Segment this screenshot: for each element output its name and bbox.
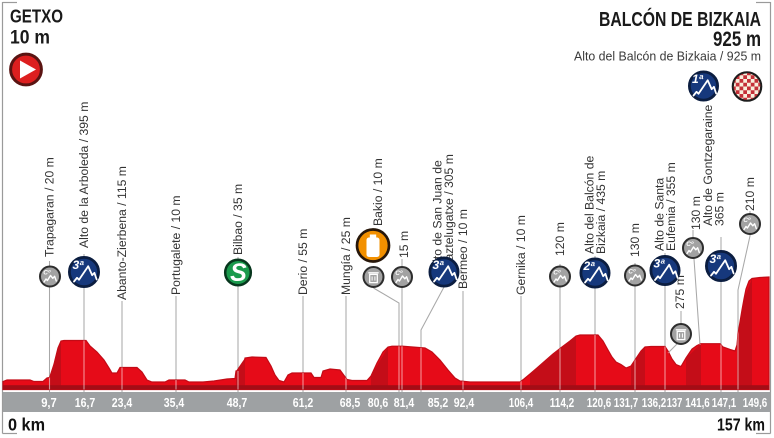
svg-text:120,6: 120,6 [587, 395, 612, 410]
svg-text:35,4: 35,4 [164, 395, 185, 410]
svg-text:Cº: Cº [553, 269, 561, 276]
svg-text:275 m: 275 m [673, 275, 687, 309]
svg-text:S: S [230, 259, 247, 287]
svg-text:3ª: 3ª [653, 257, 665, 271]
svg-text:Cº: Cº [395, 270, 403, 277]
svg-text:81,4: 81,4 [394, 395, 415, 410]
svg-text:Alto de la Arboleda / 395 m: Alto de la Arboleda / 395 m [77, 102, 91, 248]
svg-text:Alto de Gontzegaraine: Alto de Gontzegaraine [701, 104, 715, 226]
svg-text:3ª: 3ª [709, 252, 721, 266]
svg-text:Portugalete / 10 m: Portugalete / 10 m [169, 195, 183, 295]
svg-text:48,7: 48,7 [227, 395, 247, 410]
svg-text:Abanto-Zierbena / 115 m: Abanto-Zierbena / 115 m [115, 166, 129, 300]
svg-text:Mungía / 25 m: Mungía / 25 m [339, 217, 353, 295]
svg-text:Eufemia / 355 m: Eufemia / 355 m [664, 162, 678, 251]
svg-text:Cº: Cº [743, 217, 751, 224]
svg-text:Cº: Cº [686, 241, 694, 248]
svg-text:16,7: 16,7 [75, 395, 95, 410]
svg-text:Bizkaia / 435 m: Bizkaia / 435 m [594, 171, 608, 254]
svg-text:130 m: 130 m [689, 196, 703, 230]
svg-text:149,6: 149,6 [743, 395, 768, 410]
svg-text:23,4: 23,4 [112, 395, 133, 410]
svg-text:85,2: 85,2 [428, 395, 448, 410]
svg-text:Gernika / 10 m: Gernika / 10 m [514, 215, 528, 295]
svg-text:BALCÓN DE BIZKAIA: BALCÓN DE BIZKAIA [599, 7, 761, 31]
svg-text:0 km: 0 km [8, 415, 45, 435]
svg-text:80,6: 80,6 [368, 395, 388, 410]
svg-text:9,7: 9,7 [41, 395, 57, 410]
svg-text:Gaztelugatxe / 305 m: Gaztelugatxe / 305 m [442, 154, 456, 270]
svg-text:Cº: Cº [43, 269, 51, 276]
svg-text:Alto del Balcón de Bizkaia / 9: Alto del Balcón de Bizkaia / 925 m [574, 49, 761, 64]
svg-text:147,1: 147,1 [712, 395, 737, 410]
svg-text:365 m: 365 m [712, 192, 726, 226]
svg-text:131,7: 131,7 [614, 395, 639, 410]
svg-text:68,5: 68,5 [340, 395, 360, 410]
svg-text:61,2: 61,2 [293, 395, 313, 410]
svg-text:Bermeo / 10 m: Bermeo / 10 m [456, 209, 470, 289]
svg-text:Alto del Balcón de: Alto del Balcón de [582, 156, 596, 254]
svg-text:Alto de San Juan de: Alto de San Juan de [430, 160, 444, 270]
svg-text:Derio / 55 m: Derio / 55 m [296, 229, 310, 295]
svg-text:141,6: 141,6 [685, 395, 710, 410]
svg-text:137: 137 [667, 395, 683, 410]
svg-text:Cº: Cº [628, 268, 636, 275]
svg-text:120 m: 120 m [553, 222, 567, 256]
svg-text:15 m: 15 m [397, 231, 411, 258]
svg-text:Trapagaran / 20 m: Trapagaran / 20 m [43, 157, 57, 257]
svg-text:92,4: 92,4 [454, 395, 475, 410]
svg-text:Bakio / 10 m: Bakio / 10 m [371, 158, 385, 226]
svg-text:1ª: 1ª [692, 72, 704, 86]
svg-text:136,2: 136,2 [642, 395, 667, 410]
svg-text:210 m: 210 m [743, 177, 757, 211]
svg-text:114,2: 114,2 [550, 395, 575, 410]
svg-text:Alto de Santa: Alto de Santa [652, 178, 666, 251]
svg-text:GETXO: GETXO [10, 6, 63, 27]
svg-text:Bilbao / 35 m: Bilbao / 35 m [231, 184, 245, 255]
svg-text:106,4: 106,4 [509, 395, 534, 410]
svg-text:2ª: 2ª [582, 259, 595, 273]
svg-text:130 m: 130 m [628, 223, 642, 257]
svg-text:3ª: 3ª [72, 258, 84, 272]
svg-text:925 m: 925 m [713, 27, 761, 51]
svg-text:3ª: 3ª [432, 258, 444, 272]
svg-text:10 m: 10 m [10, 28, 50, 49]
svg-text:157 km: 157 km [717, 415, 765, 435]
